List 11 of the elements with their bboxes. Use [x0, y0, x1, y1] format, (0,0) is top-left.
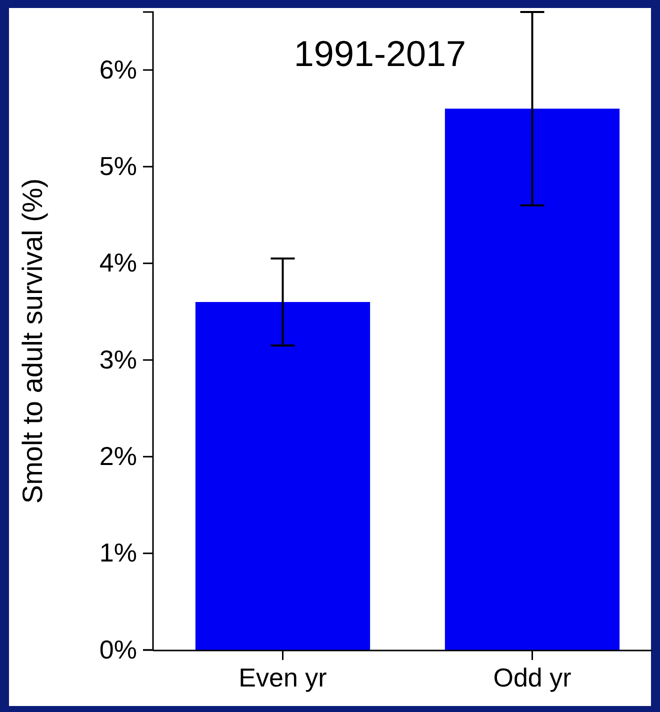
text: 1991-2017: [294, 33, 466, 74]
y-tick-label: 2%: [99, 440, 137, 471]
y-tick-label: 1%: [99, 538, 137, 568]
y-axis-title: Smolt to adult survival (%): [17, 178, 48, 504]
x-tick-label: Odd yr: [493, 662, 572, 692]
y-tick-label: 5%: [99, 150, 137, 181]
y-tick-label: 4%: [99, 248, 137, 278]
y-tick-label: 6%: [99, 54, 137, 84]
y-tick-label: 3%: [99, 344, 137, 374]
y-tick-label: 0%: [99, 634, 137, 664]
x-tick-label: Even yr: [238, 662, 328, 692]
